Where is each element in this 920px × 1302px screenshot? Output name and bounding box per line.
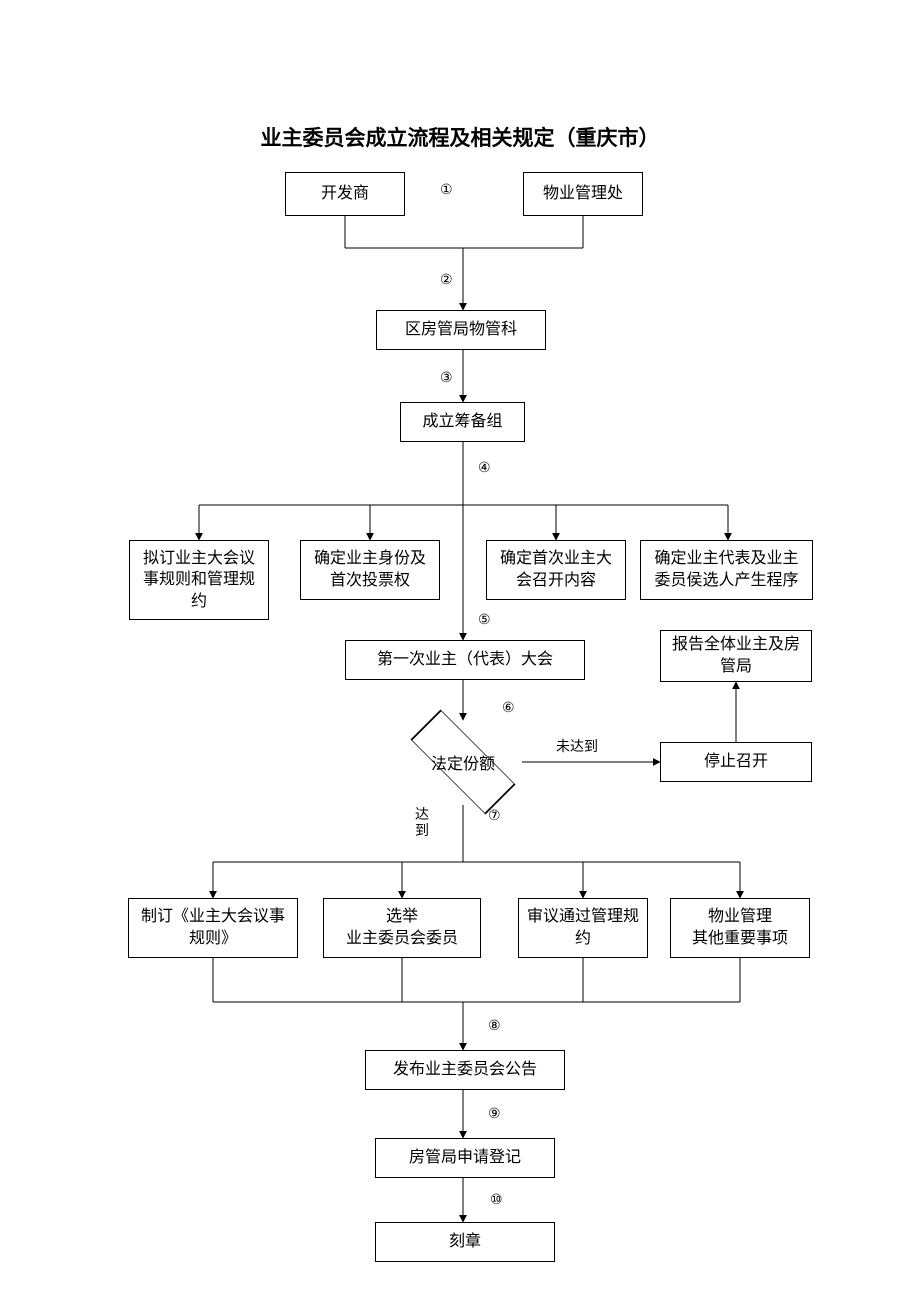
node-seal: 刻章 <box>375 1222 555 1262</box>
node-district-bureau: 区房管局物管科 <box>376 310 546 350</box>
node-elect-committee: 选举 业主委员会委员 <box>323 898 481 958</box>
step-label-1: ① <box>440 182 453 199</box>
decision-quota: 法定份额 <box>388 732 538 792</box>
node-stop-meeting: 停止召开 <box>660 742 812 782</box>
step-label-8: ⑧ <box>488 1018 501 1035</box>
step-label-9: ⑨ <box>488 1106 501 1123</box>
step-label-3: ③ <box>440 370 453 387</box>
node-adopt-rules: 制订《业主大会议事规则》 <box>128 898 298 958</box>
step-label-5: ⑤ <box>478 612 491 629</box>
step-label-10: ⑩ <box>490 1192 503 1209</box>
step-label-4: ④ <box>478 460 491 477</box>
branch-label-no: 未达到 <box>556 736 598 756</box>
step-label-2: ② <box>440 272 453 289</box>
node-developer: 开发商 <box>285 172 405 216</box>
page-title: 业主委员会成立流程及相关规定（重庆市） <box>0 122 920 152</box>
node-confirm-identity: 确定业主身份及首次投票权 <box>300 540 440 600</box>
node-report-all: 报告全体业主及房管局 <box>660 630 812 682</box>
decision-quota-label: 法定份额 <box>388 732 538 792</box>
node-approve-covenant: 审议通过管理规约 <box>518 898 648 958</box>
node-confirm-candidates: 确定业主代表及业主委员侯选人产生程序 <box>640 540 813 600</box>
node-publish-announcement: 发布业主委员会公告 <box>365 1050 565 1090</box>
node-draft-rules: 拟订业主大会议事规则和管理规约 <box>129 540 269 620</box>
node-first-meeting: 第一次业主（代表）大会 <box>345 640 585 680</box>
flowchart-canvas: 业主委员会成立流程及相关规定（重庆市） 开发商 物业管理处 区房管局物管科 成立… <box>0 0 920 1302</box>
branch-label-yes: 达 到 <box>415 808 429 840</box>
node-other-matters: 物业管理 其他重要事项 <box>670 898 810 958</box>
node-property-mgmt: 物业管理处 <box>523 172 643 216</box>
step-label-6: ⑥ <box>502 700 515 717</box>
node-register: 房管局申请登记 <box>375 1138 555 1178</box>
node-confirm-agenda: 确定首次业主大会召开内容 <box>486 540 626 600</box>
node-prep-group: 成立筹备组 <box>400 402 525 442</box>
step-label-7: ⑦ <box>488 808 501 825</box>
